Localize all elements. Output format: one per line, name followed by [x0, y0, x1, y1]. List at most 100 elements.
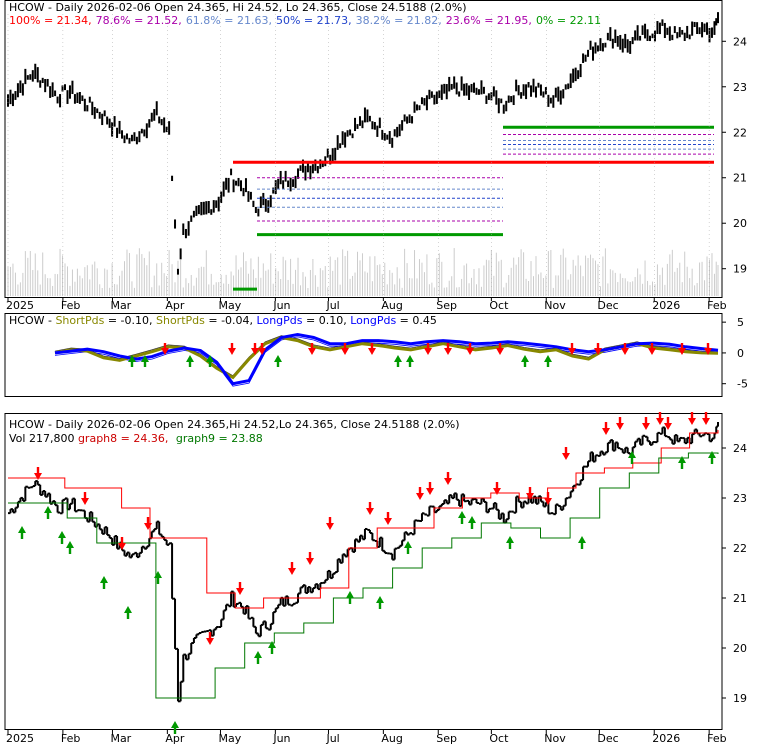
x-axis-tick-label: Sep	[436, 732, 457, 745]
graph9-line	[8, 452, 719, 699]
fib-legend-item: 61.8% = 21.63,	[186, 14, 272, 27]
buy-arrow	[186, 355, 194, 367]
y-axis-tick-label: 22	[733, 542, 747, 555]
sell-arrow	[424, 343, 432, 355]
sell-arrow	[206, 632, 214, 645]
x-axis-tick-label: Dec	[597, 732, 618, 745]
sell-arrow	[616, 417, 624, 430]
oscillator-legend-item: LongPds	[350, 314, 396, 327]
x-axis-tick-label: Apr	[165, 299, 185, 312]
y-axis-tick-label: 19	[733, 692, 747, 705]
y-axis-tick-label: 24	[733, 35, 747, 48]
x-axis-tick-label: Nov	[544, 732, 566, 745]
oscillator-legend-item: ShortPds	[55, 314, 104, 327]
x-axis-tick-label: Jul	[325, 732, 339, 745]
buy-arrow	[141, 355, 149, 367]
y-axis-tick-label: 19	[733, 263, 747, 276]
oscillator-legend-item: = 0.10,	[303, 314, 351, 327]
sell-arrow	[702, 412, 710, 425]
x-axis-tick-label: Sep	[436, 299, 457, 312]
y-axis-tick-label: 23	[733, 492, 747, 505]
sell-arrow	[236, 582, 244, 595]
x-axis-tick-label: Feb	[707, 299, 726, 312]
buy-arrow	[18, 526, 26, 539]
buy-arrow	[578, 536, 586, 549]
sell-arrow	[308, 343, 316, 355]
sell-arrow	[688, 412, 696, 425]
sell-arrow	[444, 343, 452, 355]
buy-arrow	[376, 596, 384, 609]
x-axis-tick-label: May	[218, 299, 241, 312]
buy-arrow	[66, 541, 74, 554]
sell-arrow	[118, 537, 126, 550]
sell-arrow	[368, 343, 376, 355]
y-axis-tick-label: 21	[733, 172, 747, 185]
buy-arrow	[58, 531, 66, 544]
price-panel-frame	[4, 0, 723, 298]
x-axis-tick-label: Feb	[61, 732, 80, 745]
x-axis-tick-label: Feb	[61, 299, 80, 312]
sell-arrow	[306, 552, 314, 565]
sell-arrow	[366, 502, 374, 515]
sell-arrow	[678, 343, 686, 355]
volume-label: Vol 217,800	[9, 432, 78, 445]
buy-arrow	[506, 536, 514, 549]
buy-arrow	[458, 511, 466, 524]
sell-arrow	[326, 517, 334, 530]
longpds-thin-line	[54, 336, 719, 387]
sell-arrow	[526, 487, 534, 500]
x-axis-tick-label: Aug	[381, 732, 402, 745]
buy-arrow	[346, 591, 354, 604]
x-axis-tick-label: 2026	[652, 299, 680, 312]
buy-arrow	[100, 576, 108, 589]
signal-panel-volume-legend: Vol 217,800 graph8 = 24.36, graph9 = 23.…	[9, 432, 263, 445]
x-axis-tick-label: 2025	[6, 732, 34, 745]
sell-arrow	[544, 492, 552, 505]
x-axis-tick-label: Oct	[489, 299, 509, 312]
sell-arrow	[288, 562, 296, 575]
x-axis-tick-label: Oct	[489, 732, 509, 745]
buy-arrow	[44, 506, 52, 519]
buy-arrow	[404, 541, 412, 554]
sell-arrow	[642, 417, 650, 430]
buy-arrow	[254, 651, 262, 664]
y-axis-tick-label: 0	[737, 347, 744, 360]
buy-arrow	[544, 355, 552, 367]
x-axis-tick-label: Mar	[110, 732, 131, 745]
graph8-line	[8, 430, 719, 609]
y-axis-tick-label: 22	[733, 126, 747, 139]
sell-arrow	[466, 343, 474, 355]
fib-legend-item: 23.6% = 21.95,	[446, 14, 532, 27]
y-axis-tick-label: 5	[737, 316, 744, 329]
sell-arrow	[258, 343, 266, 355]
sell-arrow	[384, 512, 392, 525]
oscillator-legend-item: = 0.45	[396, 314, 437, 327]
sell-arrow	[594, 343, 602, 355]
fib-legend-item: 100% = 21.34,	[9, 14, 92, 27]
sell-arrow	[568, 343, 576, 355]
fib-legend-item: 50% = 21.73,	[276, 14, 352, 27]
y-axis-tick-label: 20	[733, 642, 747, 655]
x-axis-tick-label: Jun	[272, 299, 290, 312]
x-axis-tick-label: Nov	[544, 299, 566, 312]
sell-arrow	[496, 343, 504, 355]
sell-arrow	[144, 517, 152, 530]
sell-arrow	[416, 487, 424, 500]
x-axis-tick-label: Jul	[325, 299, 339, 312]
sell-arrow	[251, 343, 259, 355]
y-axis-tick-label: -5	[737, 378, 748, 391]
buy-arrow	[406, 355, 414, 367]
sell-arrow	[621, 343, 629, 355]
x-axis-tick-label: Mar	[110, 299, 131, 312]
graph8-label: graph8 = 24.36,	[78, 432, 168, 445]
buy-arrow	[628, 451, 636, 464]
oscillator-legend-item: ShortPds	[156, 314, 205, 327]
buy-arrow	[274, 355, 282, 367]
buy-arrow	[268, 641, 276, 654]
chart-marks: 24 23 22 21 20 19 2025 Feb Mar Apr May Jun Jul Aug Sep…	[6, 12, 748, 745]
x-axis-tick-label: Apr	[165, 732, 185, 745]
oscillator-legend: HCOW - ShortPds = -0.10, ShortPds = -0.0…	[9, 314, 437, 327]
y-axis-tick-label: 24	[733, 442, 747, 455]
